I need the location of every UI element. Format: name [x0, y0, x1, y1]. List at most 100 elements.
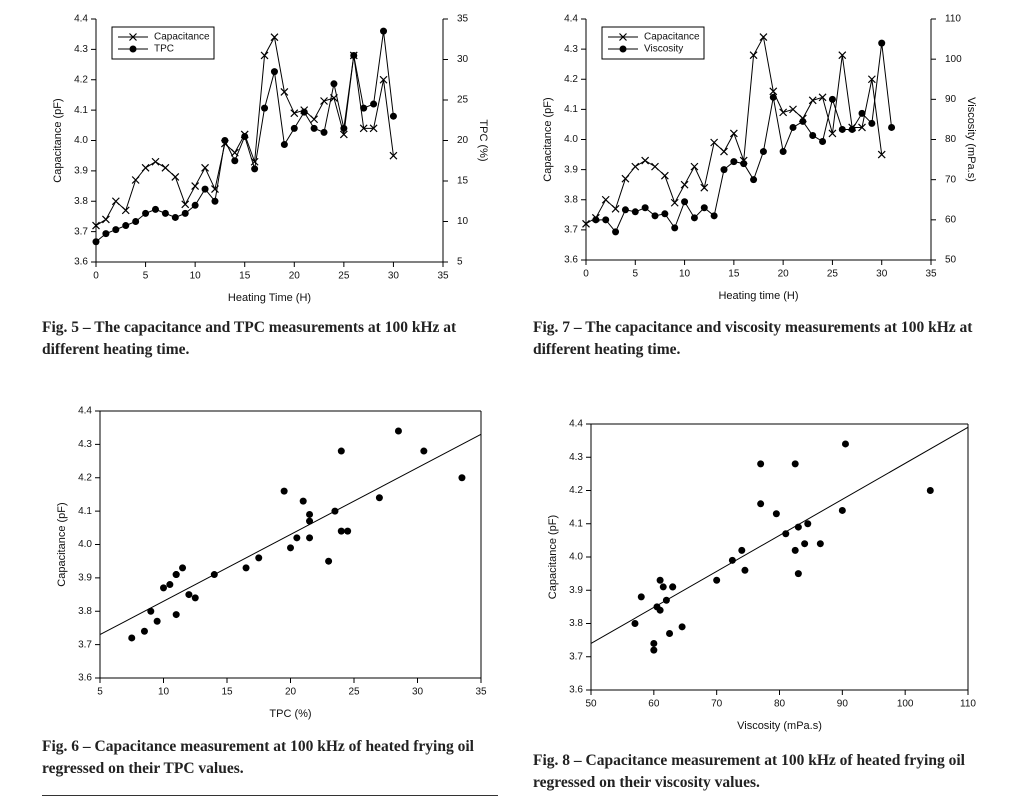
x-tick-label: 110	[960, 699, 976, 710]
x-tick-label: 0	[93, 271, 99, 282]
data-point	[888, 123, 896, 131]
data-point	[828, 95, 836, 103]
data-point	[331, 507, 339, 515]
data-point	[171, 173, 180, 181]
y-axis-title: Capacitance (pF)	[52, 98, 64, 182]
y-tick-label: 3.9	[74, 166, 88, 177]
data-point	[650, 639, 658, 647]
y-tick-label: 3.8	[74, 196, 88, 207]
data-point	[290, 124, 298, 132]
data-point	[132, 218, 140, 225]
data-point	[779, 148, 787, 156]
data-point	[389, 112, 397, 120]
data-point	[772, 510, 780, 518]
data-point	[151, 205, 159, 213]
data-point	[838, 51, 847, 60]
data-point	[293, 534, 301, 542]
y2-tick-label: 100	[945, 54, 962, 65]
y2-tick-label: 20	[457, 135, 469, 146]
data-point	[306, 510, 314, 518]
data-point	[720, 166, 728, 174]
data-point	[344, 527, 352, 535]
data-point	[330, 80, 338, 88]
y2-tick-label: 50	[945, 255, 957, 266]
data-point	[612, 228, 620, 236]
x-tick-label: 15	[728, 269, 740, 280]
x-tick-label: 70	[711, 699, 723, 710]
x-tick-label: 20	[285, 687, 297, 698]
y-tick-label: 4.1	[569, 518, 583, 529]
data-point	[251, 165, 259, 173]
x-tick-label: 20	[289, 271, 301, 282]
y2-tick-label: 60	[945, 214, 957, 225]
data-point	[339, 130, 348, 139]
x-tick-label: 15	[239, 271, 251, 282]
data-point	[201, 185, 209, 193]
y-tick-label: 4.1	[74, 105, 88, 116]
y-tick-label: 3.7	[74, 226, 88, 237]
data-point	[185, 591, 193, 599]
data-point	[325, 557, 333, 565]
data-point	[728, 556, 736, 564]
data-point	[769, 93, 777, 101]
y-tick-label: 4.2	[74, 74, 88, 85]
data-point	[112, 226, 120, 234]
data-point	[201, 163, 209, 172]
y-tick-label: 4.0	[564, 134, 578, 145]
data-point	[153, 617, 161, 625]
data-point	[611, 204, 620, 213]
data-point	[662, 596, 670, 604]
data-point	[631, 162, 640, 171]
data-point	[816, 540, 824, 548]
x-tick-label: 15	[221, 687, 233, 698]
data-point	[142, 209, 150, 217]
data-point	[231, 157, 239, 165]
data-point	[299, 497, 307, 505]
data-point	[420, 447, 428, 455]
x-tick-label: 30	[876, 269, 888, 280]
data-point	[791, 460, 799, 468]
data-point	[380, 27, 388, 35]
data-point	[769, 87, 778, 96]
data-point	[877, 150, 886, 159]
data-point	[287, 544, 294, 552]
y-tick-label: 3.6	[564, 255, 578, 266]
data-point	[641, 156, 650, 165]
y2-tick-label: 25	[457, 95, 469, 106]
data-point	[838, 506, 846, 514]
x-tick-label: 35	[475, 687, 487, 698]
caption: Fig. 8 – Capacitance measurement at 100 …	[533, 752, 965, 791]
data-point	[637, 593, 645, 601]
y2-tick-label: 70	[945, 174, 957, 185]
x-tick-label: 25	[348, 687, 360, 698]
data-point	[759, 33, 768, 41]
data-point	[858, 109, 866, 117]
data-point	[379, 75, 388, 84]
x-tick-label: 35	[925, 269, 937, 280]
data-point	[680, 180, 689, 189]
data-point	[710, 212, 718, 220]
y-tick-label: 4.4	[78, 406, 92, 417]
data-point	[828, 129, 837, 138]
caption: Fig. 7 – The capacitance and viscosity m…	[533, 319, 973, 358]
y-tick-label: 4.1	[78, 506, 92, 517]
data-point	[179, 564, 187, 572]
data-point	[740, 160, 748, 168]
y2-tick-label: 5	[457, 257, 463, 268]
data-point	[621, 206, 629, 214]
y-tick-label: 4.4	[569, 419, 583, 430]
data-point	[375, 494, 383, 502]
legend-marker	[619, 33, 627, 41]
data-point	[131, 176, 140, 184]
data-point	[700, 183, 709, 192]
data-point	[166, 581, 174, 589]
data-point	[819, 138, 827, 146]
y-tick-label: 4.0	[78, 539, 92, 550]
x-tick-label: 35	[437, 271, 449, 282]
data-point	[121, 206, 130, 215]
data-point	[128, 634, 136, 642]
data-point	[310, 115, 319, 124]
y-tick-label: 3.6	[569, 685, 583, 696]
data-point	[122, 222, 130, 230]
